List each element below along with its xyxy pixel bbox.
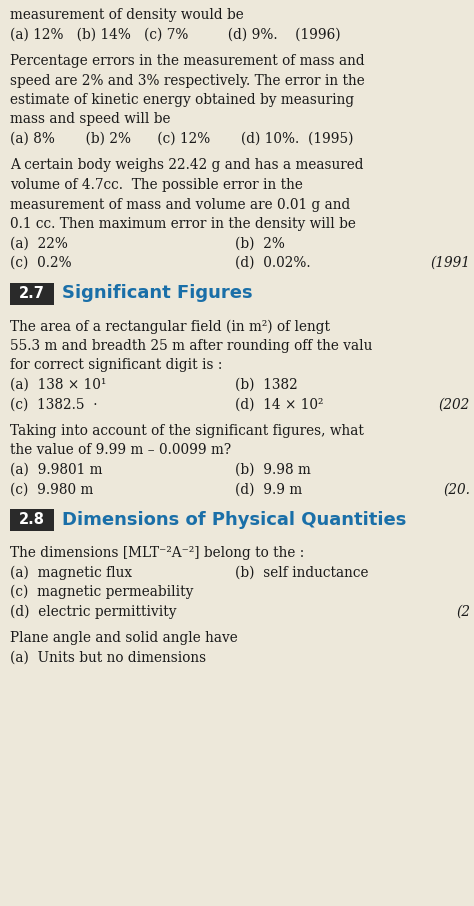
Text: (b)  2%: (b) 2% bbox=[235, 236, 285, 250]
Text: (2: (2 bbox=[456, 604, 470, 619]
Text: the value of 9.99 m – 0.0099 m?: the value of 9.99 m – 0.0099 m? bbox=[10, 444, 231, 458]
Text: A certain body weighs 22.42 g and has a measured: A certain body weighs 22.42 g and has a … bbox=[10, 159, 364, 172]
Text: 55.3 m and breadth 25 m after rounding off the valu: 55.3 m and breadth 25 m after rounding o… bbox=[10, 339, 373, 353]
Text: (c)  magnetic permeability: (c) magnetic permeability bbox=[10, 585, 193, 600]
Text: Dimensions of Physical Quantities: Dimensions of Physical Quantities bbox=[62, 511, 406, 529]
Text: 0.1 cc. Then maximum error in the density will be: 0.1 cc. Then maximum error in the densit… bbox=[10, 217, 356, 231]
Text: (b)  self inductance: (b) self inductance bbox=[235, 565, 368, 580]
Text: for correct significant digit is :: for correct significant digit is : bbox=[10, 359, 222, 372]
Text: 2.7: 2.7 bbox=[19, 286, 45, 301]
Text: speed are 2% and 3% respectively. The error in the: speed are 2% and 3% respectively. The er… bbox=[10, 73, 365, 88]
Text: (c)  9.980 m: (c) 9.980 m bbox=[10, 483, 93, 496]
Text: measurement of mass and volume are 0.01 g and: measurement of mass and volume are 0.01 … bbox=[10, 198, 350, 211]
Text: The dimensions [MLT⁻²A⁻²] belong to the :: The dimensions [MLT⁻²A⁻²] belong to the … bbox=[10, 546, 304, 560]
FancyBboxPatch shape bbox=[10, 283, 54, 304]
Text: (c)  0.2%: (c) 0.2% bbox=[10, 256, 72, 270]
Text: (b)  9.98 m: (b) 9.98 m bbox=[235, 463, 311, 477]
Text: Percentage errors in the measurement of mass and: Percentage errors in the measurement of … bbox=[10, 54, 365, 68]
Text: Plane angle and solid angle have: Plane angle and solid angle have bbox=[10, 631, 238, 645]
Text: Taking into account of the significant figures, what: Taking into account of the significant f… bbox=[10, 424, 364, 438]
FancyBboxPatch shape bbox=[10, 509, 54, 531]
Text: (d)  14 × 10²: (d) 14 × 10² bbox=[235, 398, 323, 411]
Text: 2.8: 2.8 bbox=[19, 513, 45, 527]
Text: (d)  9.9 m: (d) 9.9 m bbox=[235, 483, 302, 496]
Text: measurement of density would be: measurement of density would be bbox=[10, 8, 244, 22]
Text: (a)  magnetic flux: (a) magnetic flux bbox=[10, 565, 132, 580]
Text: (a)  Units but no dimensions: (a) Units but no dimensions bbox=[10, 651, 206, 664]
Text: (c)  1382.5  ·: (c) 1382.5 · bbox=[10, 398, 98, 411]
Text: (a)  9.9801 m: (a) 9.9801 m bbox=[10, 463, 102, 477]
Text: (202: (202 bbox=[439, 398, 470, 411]
Text: (a) 12%   (b) 14%   (c) 7%         (d) 9%.    (1996): (a) 12% (b) 14% (c) 7% (d) 9%. (1996) bbox=[10, 27, 341, 42]
Text: estimate of kinetic energy obtained by measuring: estimate of kinetic energy obtained by m… bbox=[10, 93, 354, 107]
Text: volume of 4.7cc.  The possible error in the: volume of 4.7cc. The possible error in t… bbox=[10, 178, 303, 192]
Text: (1991: (1991 bbox=[430, 256, 470, 270]
Text: (d)  0.02%.: (d) 0.02%. bbox=[235, 256, 310, 270]
Text: (a)  22%: (a) 22% bbox=[10, 236, 68, 250]
Text: (a)  138 × 10¹: (a) 138 × 10¹ bbox=[10, 378, 106, 392]
Text: (d)  electric permittivity: (d) electric permittivity bbox=[10, 604, 176, 619]
Text: (a) 8%       (b) 2%      (c) 12%       (d) 10%.  (1995): (a) 8% (b) 2% (c) 12% (d) 10%. (1995) bbox=[10, 132, 354, 146]
Text: (b)  1382: (b) 1382 bbox=[235, 378, 298, 392]
Text: mass and speed will be: mass and speed will be bbox=[10, 112, 171, 127]
Text: (20.: (20. bbox=[443, 483, 470, 496]
Text: Significant Figures: Significant Figures bbox=[62, 284, 253, 303]
Text: The area of a rectangular field (in m²) of lengt: The area of a rectangular field (in m²) … bbox=[10, 320, 330, 334]
